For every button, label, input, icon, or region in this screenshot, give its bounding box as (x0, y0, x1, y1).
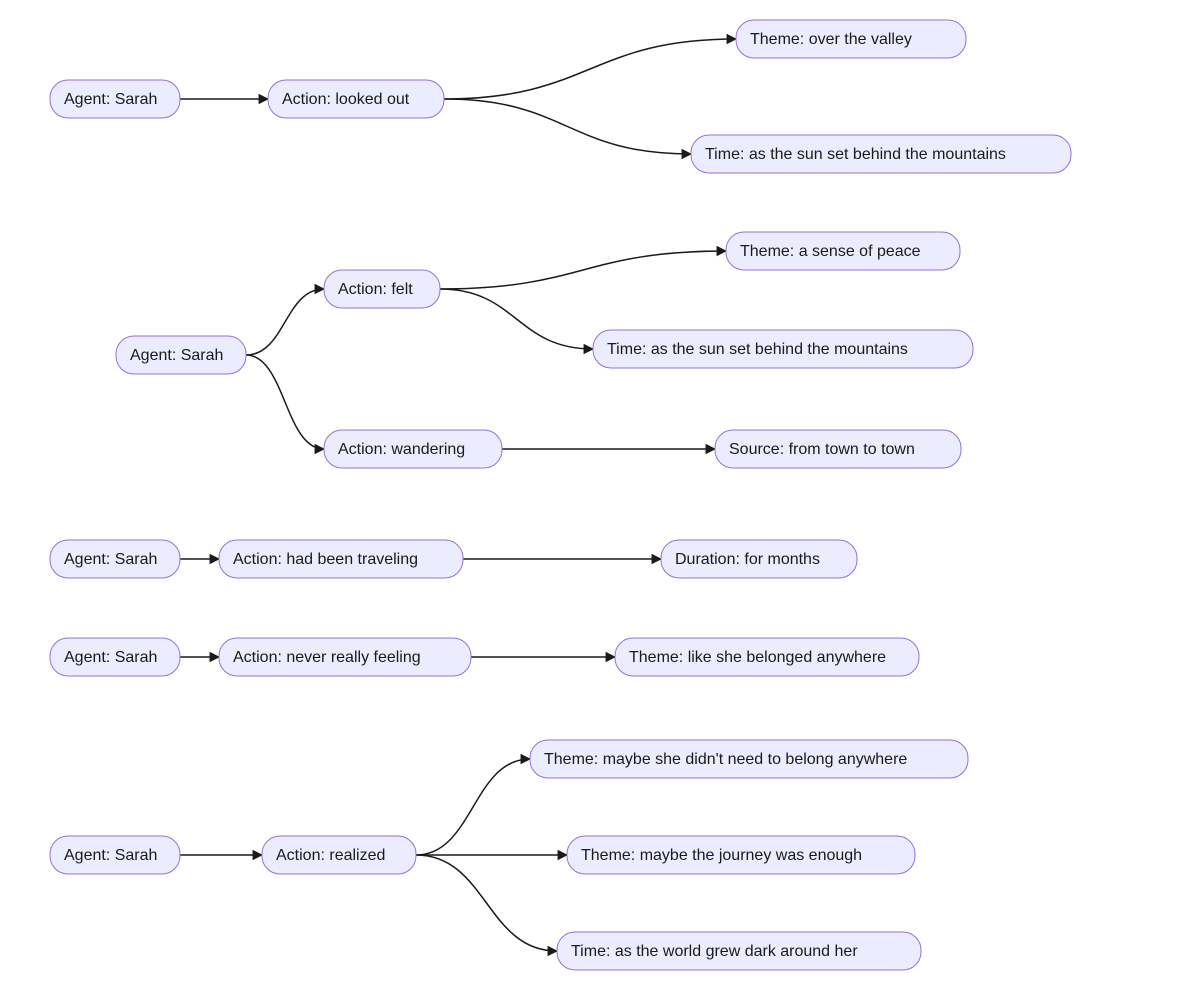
graph-node: Theme: like she belonged anywhere (615, 638, 919, 676)
graph-node: Duration: for months (661, 540, 857, 578)
node-label: Theme: maybe she didn't need to belong a… (544, 751, 907, 768)
graph-node: Action: looked out (268, 80, 444, 118)
graph-node: Theme: over the valley (736, 20, 966, 58)
graph-node: Action: never really feeling (219, 638, 471, 676)
node-label: Time: as the sun set behind the mountain… (705, 146, 1006, 163)
graph-node: Agent: Sarah (50, 836, 180, 874)
node-label: Theme: a sense of peace (740, 243, 921, 260)
node-label: Action: felt (338, 281, 413, 298)
graph-node: Action: had been traveling (219, 540, 463, 578)
node-label: Theme: maybe the journey was enough (581, 847, 862, 864)
edge (440, 251, 726, 289)
semantic-role-diagram: Agent: Sarah Action: looked out Theme: ove… (0, 0, 1200, 1002)
graph-node: Action: realized (262, 836, 416, 874)
graph-node: Agent: Sarah (50, 80, 180, 118)
graph-node: Time: as the sun set behind the mountain… (691, 135, 1071, 173)
edge (444, 99, 691, 154)
edge (444, 39, 736, 99)
node-label: Theme: over the valley (750, 31, 912, 48)
graph-node: Time: as the sun set behind the mountain… (593, 330, 973, 368)
node-label: Action: had been traveling (233, 551, 418, 568)
graph-node: Action: wandering (324, 430, 502, 468)
node-label: Action: realized (276, 847, 385, 864)
node-label: Agent: Sarah (64, 551, 157, 568)
edges-layer (180, 39, 736, 951)
graph-node: Theme: maybe she didn't need to belong a… (530, 740, 968, 778)
node-label: Time: as the sun set behind the mountain… (607, 341, 908, 358)
node-label: Action: wandering (338, 441, 465, 458)
edge (440, 289, 593, 349)
node-label: Duration: for months (675, 551, 820, 568)
node-label: Action: looked out (282, 91, 410, 108)
node-label: Time: as the world grew dark around her (571, 943, 858, 960)
edge (416, 759, 530, 855)
node-label: Agent: Sarah (64, 847, 157, 864)
node-label: Agent: Sarah (130, 347, 223, 364)
graph-node: Action: felt (324, 270, 440, 308)
edge (416, 855, 557, 951)
edge (246, 289, 324, 355)
graph-node: Theme: maybe the journey was enough (567, 836, 915, 874)
node-label: Theme: like she belonged anywhere (629, 649, 886, 666)
edge (246, 355, 324, 449)
node-label: Action: never really feeling (233, 649, 421, 666)
graph-node: Theme: a sense of peace (726, 232, 960, 270)
node-label: Source: from town to town (729, 441, 915, 458)
nodes-layer: Agent: Sarah Action: looked out Theme: ove… (50, 20, 1071, 970)
node-label: Agent: Sarah (64, 649, 157, 666)
graph-node: Agent: Sarah (50, 540, 180, 578)
graph-node: Source: from town to town (715, 430, 961, 468)
graph-node: Agent: Sarah (116, 336, 246, 374)
graph-node: Time: as the world grew dark around her (557, 932, 921, 970)
node-label: Agent: Sarah (64, 91, 157, 108)
graph-node: Agent: Sarah (50, 638, 180, 676)
